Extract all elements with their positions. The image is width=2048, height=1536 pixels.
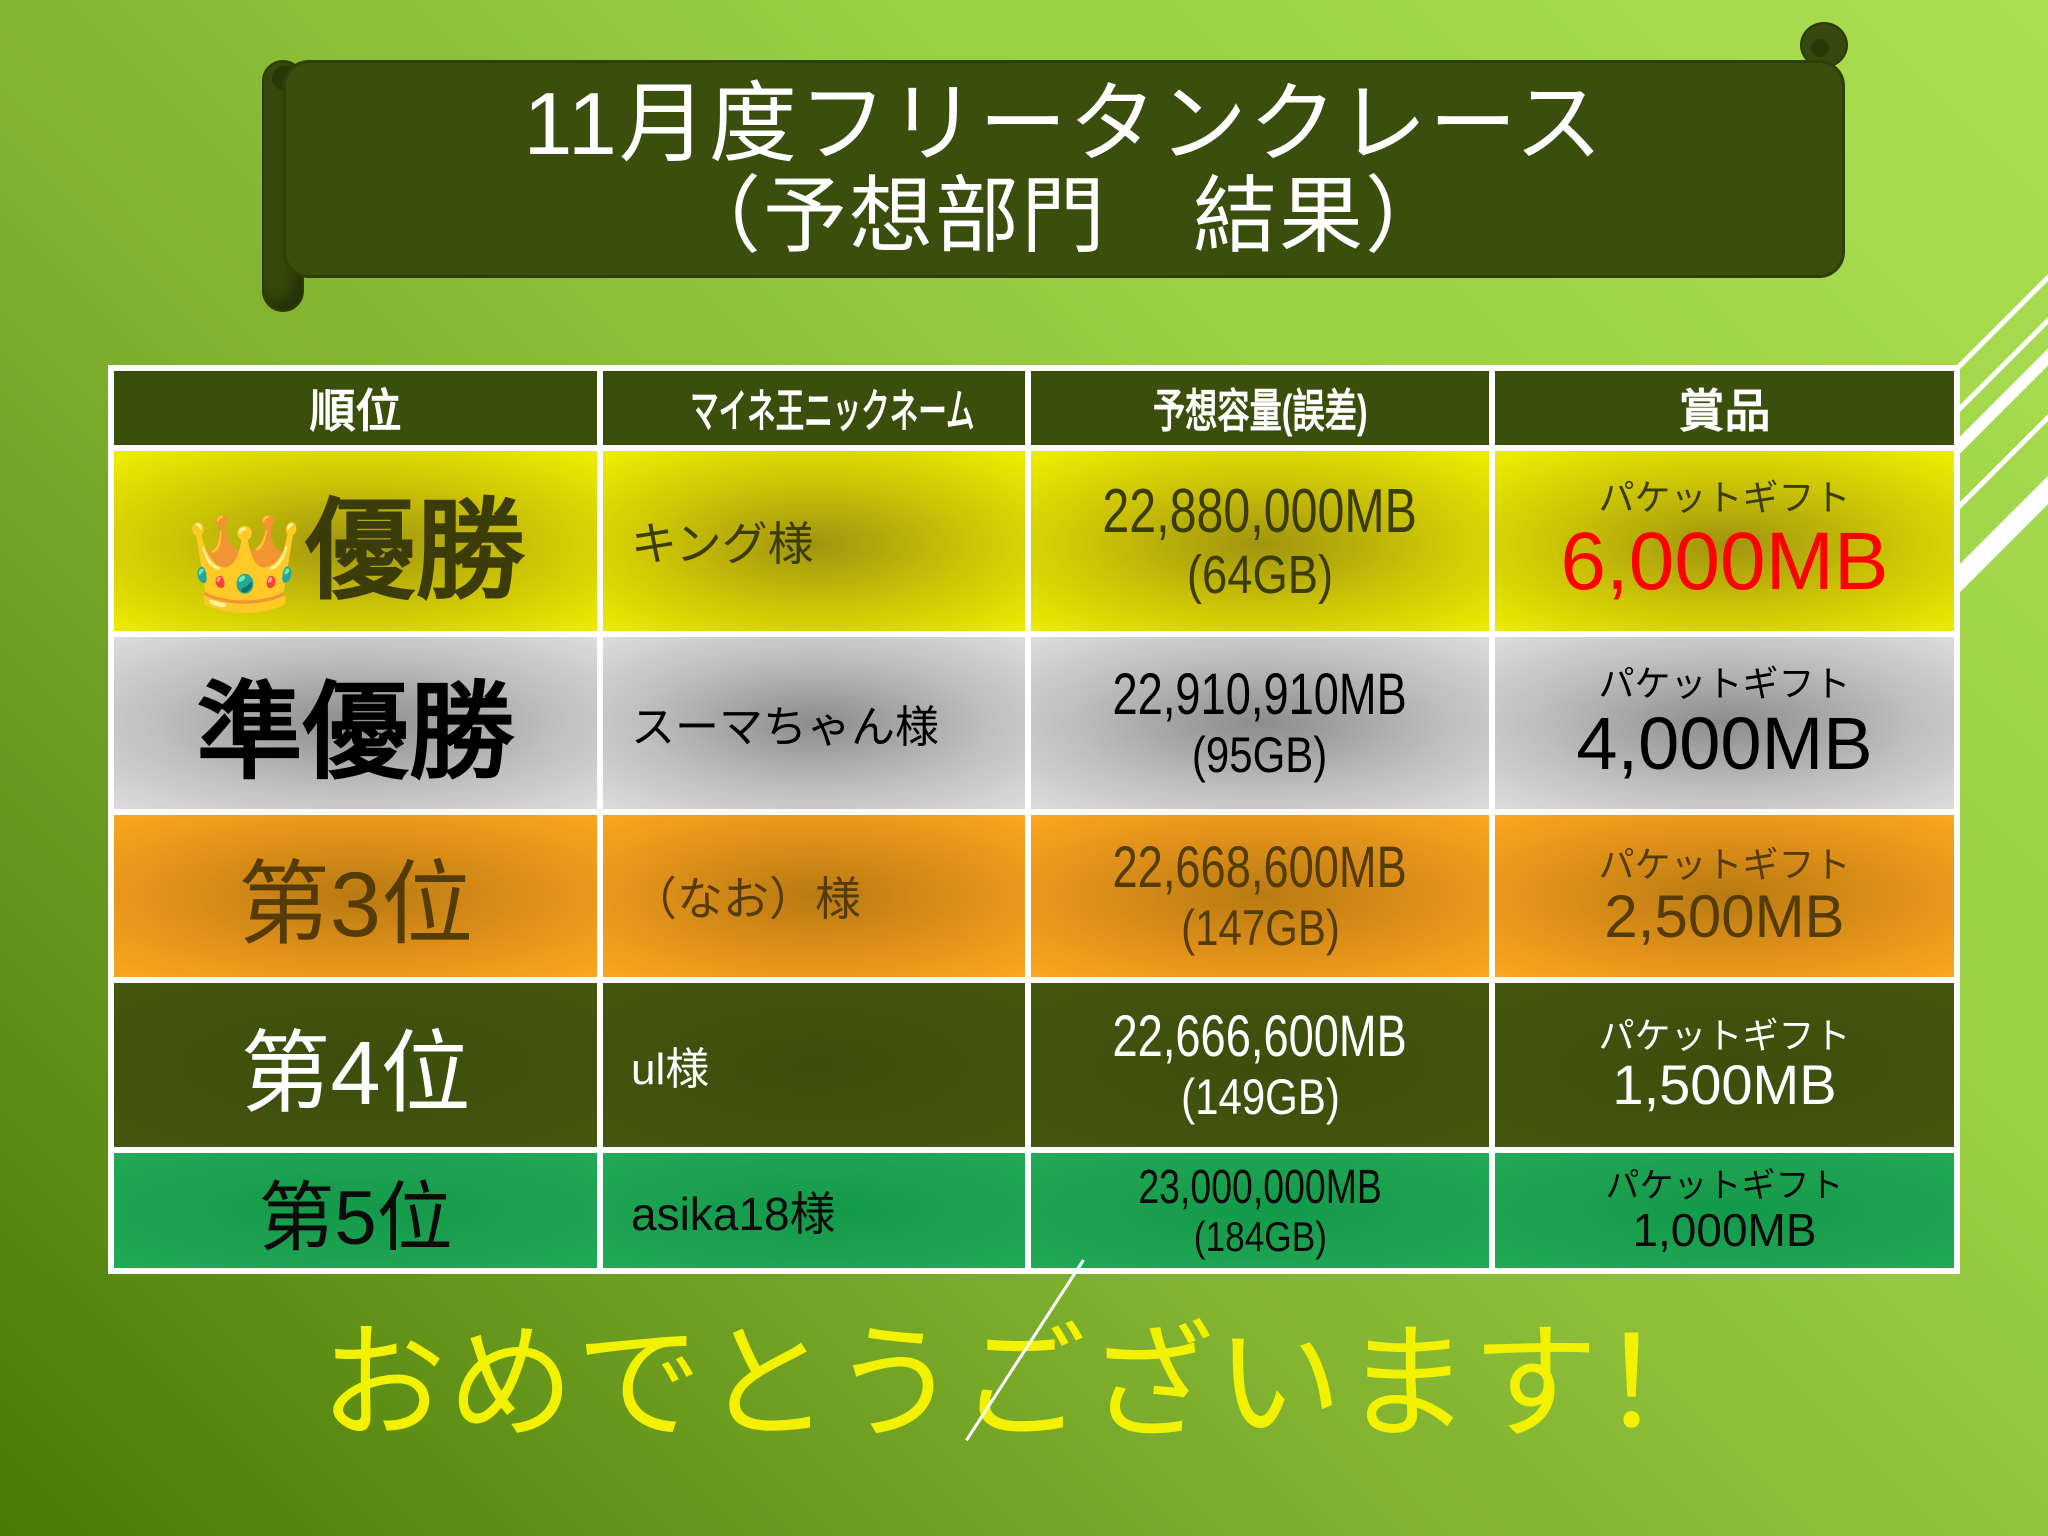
nickname-cell: ul様	[603, 983, 1025, 1147]
slide-title-line2: （予想部門 結果）	[676, 169, 1451, 264]
capacity-cell: 22,910,910MB (95GB)	[1031, 637, 1489, 809]
rank-label: 第5位	[258, 1175, 453, 1261]
rank-label: 準優勝	[196, 674, 515, 792]
prize-amount: 1,000MB	[1632, 1203, 1817, 1256]
capacity-error: (95GB)	[1192, 726, 1328, 783]
rank-cell: 第4位	[114, 983, 597, 1147]
capacity-error: (184GB)	[1193, 1213, 1327, 1261]
crown-emoji-icon: 👑	[185, 510, 304, 615]
prize-cell: パケットギフト 6,000MB	[1495, 451, 1954, 631]
table-row-third: 第3位 （なお）様 22,668,600MB (147GB) パケットギフト 2…	[114, 815, 1954, 977]
prize-label: パケットギフト	[1605, 1166, 1844, 1205]
prize-amount: 1,500MB	[1612, 1053, 1837, 1117]
capacity-error: (149GB)	[1180, 1068, 1340, 1125]
prize-cell: パケットギフト 4,000MB	[1495, 637, 1954, 809]
congrats-message: おめでとうございます！	[320, 1313, 1728, 1454]
capacity-value: 22,910,910MB	[1112, 662, 1408, 728]
prize-cell: パケットギフト 1,000MB	[1495, 1153, 1954, 1268]
table-row-runnerup: 準優勝 スーマちゃん様 22,910,910MB (95GB) パケットギフト …	[114, 637, 1954, 809]
rank-cell: 準優勝	[114, 637, 597, 809]
header-capacity: 予想容量(誤差)	[1031, 371, 1489, 445]
capacity-error: (64GB)	[1186, 545, 1334, 606]
rank-label: 第3位	[237, 853, 474, 956]
nickname-cell: asika18様	[603, 1153, 1025, 1268]
rank-label: 優勝	[305, 490, 526, 613]
prize-amount: 2,500MB	[1604, 883, 1845, 951]
table-header-row: 順位 マイネ王ニックネーム 予想容量(誤差) 賞品	[114, 371, 1954, 445]
prize-label: パケットギフト	[1598, 1014, 1851, 1056]
table-row-fourth: 第4位 ul様 22,666,600MB (149GB) パケットギフト 1,5…	[114, 983, 1954, 1147]
prize-label: パケットギフト	[1598, 843, 1851, 885]
capacity-cell: 22,668,600MB (147GB)	[1031, 815, 1489, 977]
prize-amount: 6,000MB	[1560, 515, 1889, 607]
nickname-cell: キング様	[603, 451, 1025, 631]
rank-cell: 第5位	[114, 1153, 597, 1268]
capacity-cell: 22,880,000MB (64GB)	[1031, 451, 1489, 631]
capacity-cell: 23,000,000MB (184GB)	[1031, 1153, 1489, 1268]
results-table: 順位 マイネ王ニックネーム 予想容量(誤差) 賞品 👑優勝 キング様 22,88…	[108, 365, 1960, 1274]
prize-label: パケットギフト	[1598, 663, 1851, 705]
rank-label: 第4位	[240, 1024, 471, 1124]
capacity-cell: 22,666,600MB (149GB)	[1031, 983, 1489, 1147]
capacity-value: 22,880,000MB	[1102, 476, 1418, 546]
prize-amount: 4,000MB	[1576, 701, 1873, 785]
title-banner-body: 11月度フリータンクレース （予想部門 結果）	[283, 60, 1845, 278]
rank-cell: 👑優勝	[114, 451, 597, 631]
capacity-value: 23,000,000MB	[1138, 1160, 1382, 1214]
capacity-error: (147GB)	[1180, 899, 1340, 956]
nickname-cell: スーマちゃん様	[603, 637, 1025, 809]
prize-label: パケットギフト	[1598, 477, 1851, 519]
capacity-value: 22,668,600MB	[1112, 835, 1408, 901]
header-rank: 順位	[114, 371, 597, 445]
header-nickname: マイネ王ニックネーム	[603, 371, 1025, 445]
capacity-value: 22,666,600MB	[1112, 1004, 1408, 1070]
nickname-cell: （なお）様	[603, 815, 1025, 977]
slide-title-line1: 11月度フリータンクレース	[523, 74, 1605, 174]
prize-cell: パケットギフト 2,500MB	[1495, 815, 1954, 977]
table-row-fifth: 第5位 asika18様 23,000,000MB (184GB) パケットギフ…	[114, 1153, 1954, 1268]
rank-cell: 第3位	[114, 815, 597, 977]
header-prize: 賞品	[1495, 371, 1954, 445]
table-row-winner: 👑優勝 キング様 22,880,000MB (64GB) パケットギフト 6,0…	[114, 451, 1954, 631]
prize-cell: パケットギフト 1,500MB	[1495, 983, 1954, 1147]
